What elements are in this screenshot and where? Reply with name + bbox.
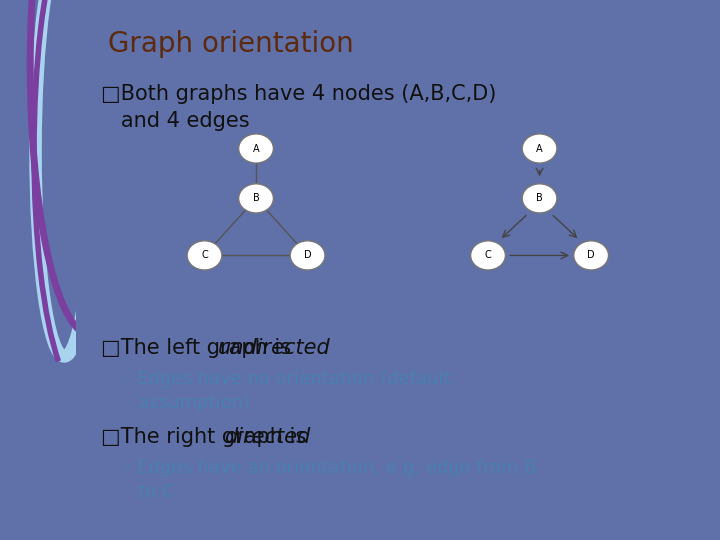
Text: D: D <box>304 251 311 260</box>
Text: □Both graphs have 4 nodes (A,B,C,D): □Both graphs have 4 nodes (A,B,C,D) <box>102 84 497 104</box>
Circle shape <box>522 184 557 213</box>
Text: A: A <box>253 144 259 153</box>
Text: D: D <box>588 251 595 260</box>
Text: A: A <box>536 144 543 153</box>
Text: □The left graph is: □The left graph is <box>102 338 298 357</box>
Circle shape <box>238 184 274 213</box>
Text: B: B <box>253 193 259 204</box>
Text: and 4 edges: and 4 edges <box>102 111 250 131</box>
Text: B: B <box>536 193 543 204</box>
Text: C: C <box>201 251 208 260</box>
Text: assumption): assumption) <box>121 394 250 412</box>
Circle shape <box>290 241 325 270</box>
Circle shape <box>471 241 505 270</box>
Text: C: C <box>485 251 491 260</box>
Circle shape <box>522 134 557 163</box>
Circle shape <box>574 241 608 270</box>
Text: ◦ Edges have no orientation (default: ◦ Edges have no orientation (default <box>121 370 450 388</box>
Circle shape <box>238 134 274 163</box>
Text: Graph orientation: Graph orientation <box>108 30 354 58</box>
Text: ◦ Edges have an orientation, e.g. edge from B: ◦ Edges have an orientation, e.g. edge f… <box>121 459 536 477</box>
Text: directed: directed <box>224 427 310 447</box>
Text: undirected: undirected <box>217 338 330 357</box>
Text: to C: to C <box>121 483 174 501</box>
Text: □The right graph is: □The right graph is <box>102 427 313 447</box>
Circle shape <box>187 241 222 270</box>
